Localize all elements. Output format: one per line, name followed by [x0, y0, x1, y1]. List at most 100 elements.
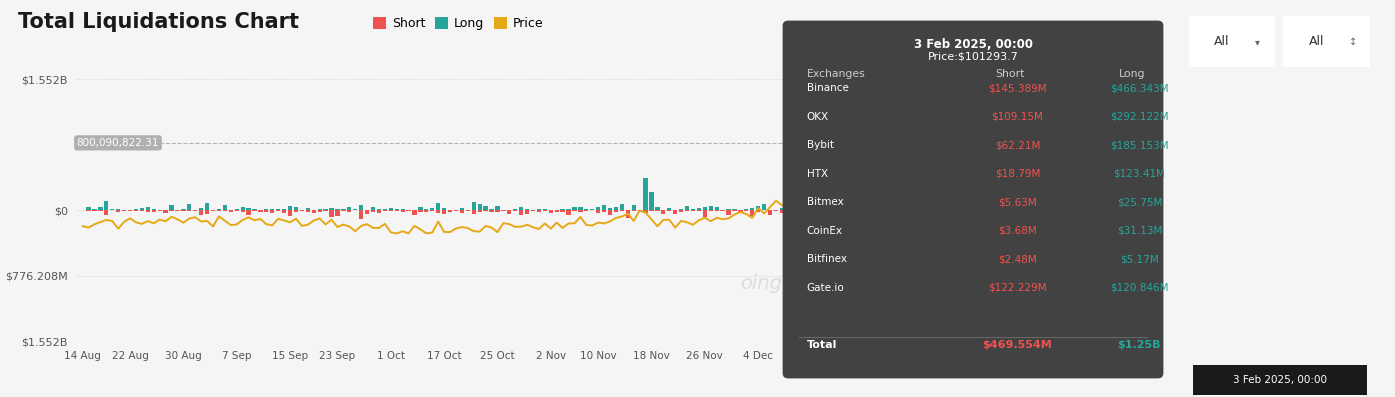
Bar: [703, 207, 707, 210]
Bar: [400, 210, 405, 212]
Bar: [258, 210, 262, 212]
Bar: [371, 207, 375, 210]
Text: $5.63M: $5.63M: [997, 197, 1036, 207]
Bar: [389, 208, 393, 210]
Bar: [223, 210, 227, 211]
Bar: [1004, 210, 1009, 236]
Bar: [234, 209, 239, 210]
Bar: [181, 210, 186, 211]
Text: $3.68M: $3.68M: [997, 225, 1036, 235]
Bar: [145, 206, 151, 210]
Bar: [886, 206, 890, 210]
Text: $469.554M: $469.554M: [982, 340, 1052, 350]
Bar: [579, 207, 583, 210]
Bar: [566, 209, 571, 210]
Bar: [513, 210, 518, 212]
Bar: [306, 210, 310, 212]
Bar: [999, 210, 1003, 237]
Bar: [519, 210, 523, 214]
Bar: [898, 208, 903, 210]
FancyBboxPatch shape: [1184, 364, 1375, 397]
Bar: [880, 207, 884, 210]
Text: $5.17M: $5.17M: [1120, 254, 1159, 264]
Bar: [957, 210, 961, 214]
Bar: [774, 210, 778, 211]
Bar: [1023, 209, 1027, 210]
Text: OKX: OKX: [806, 112, 829, 121]
Bar: [342, 210, 346, 212]
Bar: [116, 210, 120, 212]
Bar: [632, 206, 636, 210]
Bar: [744, 208, 749, 210]
Text: 800,090,822.31: 800,090,822.31: [77, 138, 159, 148]
Text: Exchanges: Exchanges: [806, 69, 865, 79]
Bar: [216, 210, 220, 211]
Bar: [377, 210, 381, 213]
Bar: [134, 210, 138, 212]
Bar: [442, 210, 446, 214]
Bar: [940, 210, 944, 229]
Bar: [216, 208, 220, 210]
Bar: [614, 206, 618, 210]
Bar: [993, 210, 997, 225]
Bar: [756, 206, 760, 210]
Bar: [643, 178, 647, 210]
Bar: [365, 210, 370, 214]
Bar: [442, 208, 446, 210]
Bar: [1052, 210, 1056, 225]
Bar: [513, 209, 518, 210]
Bar: [437, 203, 441, 210]
Bar: [294, 207, 299, 210]
Text: Total Liquidations Chart: Total Liquidations Chart: [18, 12, 299, 32]
FancyBboxPatch shape: [1278, 14, 1375, 69]
Bar: [495, 206, 499, 210]
Bar: [933, 203, 937, 210]
Bar: [857, 210, 861, 217]
Bar: [347, 207, 352, 210]
Text: oinglass: oinglass: [739, 274, 820, 293]
Text: Bitfinex: Bitfinex: [806, 254, 847, 264]
Text: $185.153M: $185.153M: [1110, 140, 1169, 150]
Bar: [999, 209, 1003, 210]
Text: Short: Short: [995, 69, 1025, 79]
Bar: [1028, 210, 1032, 227]
Bar: [590, 209, 594, 210]
Bar: [727, 210, 731, 215]
Bar: [685, 210, 689, 211]
Bar: [851, 210, 855, 212]
Bar: [1046, 208, 1050, 210]
Bar: [791, 195, 797, 210]
Bar: [862, 210, 866, 224]
Bar: [418, 210, 423, 212]
Bar: [152, 210, 156, 212]
Bar: [187, 204, 191, 210]
Bar: [448, 210, 452, 212]
Text: $1.25B: $1.25B: [1117, 340, 1161, 350]
Bar: [970, 210, 974, 234]
Bar: [981, 190, 985, 210]
Bar: [158, 210, 162, 211]
Bar: [490, 209, 494, 210]
Bar: [199, 210, 204, 215]
Bar: [696, 208, 702, 210]
Bar: [223, 205, 227, 210]
Bar: [650, 210, 654, 211]
Bar: [240, 207, 244, 210]
Bar: [910, 207, 914, 210]
Bar: [798, 197, 802, 210]
Bar: [306, 208, 310, 210]
Bar: [964, 210, 968, 217]
Bar: [276, 209, 280, 210]
Bar: [751, 210, 755, 216]
Bar: [110, 208, 114, 210]
Bar: [377, 209, 381, 210]
Bar: [679, 209, 684, 210]
Bar: [603, 205, 607, 210]
Bar: [898, 210, 903, 214]
Text: $120.846M: $120.846M: [1110, 283, 1169, 293]
Bar: [608, 208, 612, 210]
Text: $2.48M: $2.48M: [997, 254, 1036, 264]
Bar: [247, 210, 251, 215]
Text: $292.122M: $292.122M: [1110, 112, 1169, 121]
Bar: [1028, 192, 1032, 210]
